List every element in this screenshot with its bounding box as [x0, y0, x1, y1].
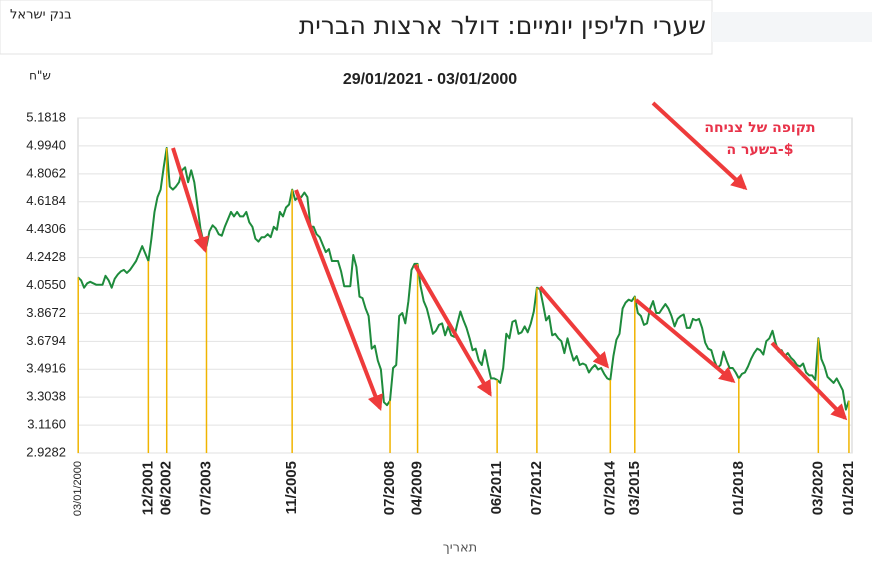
annotation: תקופה של צניחה: [704, 120, 815, 136]
x-tick-label: 07/2012: [528, 461, 545, 515]
x-tick-label: 11/2005: [283, 461, 300, 514]
decline-arrows: [171, 101, 848, 421]
arrow: [413, 263, 492, 397]
x-tick-label: 03/01/2000: [72, 461, 84, 516]
y-tick-label: 4.9940: [26, 137, 66, 152]
arrow: [171, 147, 209, 254]
y-tick-label: 4.2428: [26, 249, 66, 264]
header-box: [0, 0, 713, 55]
chart-title: שערי חליפין יומיים: דולר ארצות הברית: [299, 11, 706, 40]
x-tick-label: 07/2014: [601, 460, 618, 515]
x-tick-label: 01/2018: [730, 461, 747, 515]
y-axis-label: ש"ח: [29, 69, 51, 83]
y-tick-label: 2.9282: [26, 444, 66, 459]
x-tick-label: 03/2015: [626, 461, 643, 515]
y-tick-label: 3.4916: [26, 361, 66, 376]
x-tick-label: 07/2008: [381, 461, 398, 515]
y-tick-label: 3.3038: [26, 389, 66, 404]
x-tick-label: 06/2002: [158, 461, 175, 515]
x-tick-label: 12/2001: [139, 461, 156, 515]
x-tick-label: 06/2011: [488, 461, 505, 514]
header-side: [712, 12, 872, 42]
rate-line: [77, 147, 850, 411]
x-tick-label: 07/2003: [197, 461, 214, 515]
x-tick-label: 01/2021: [840, 461, 857, 515]
x-tick-label: 03/2020: [809, 461, 826, 515]
y-tick-label: 3.1160: [27, 417, 66, 432]
x-axis-label: תאריך: [443, 541, 477, 556]
y-tick-label: 5.1818: [26, 109, 66, 124]
arrow: [651, 101, 748, 191]
y-tick-label: 3.6794: [26, 333, 66, 348]
x-tick-label: 04/2009: [409, 461, 426, 515]
y-tick-label: 4.0550: [26, 277, 66, 292]
arrow: [634, 298, 736, 384]
y-tick-label: 4.6184: [26, 193, 66, 208]
y-tick-label: 4.4306: [26, 221, 66, 236]
source: בנק ישראל: [10, 8, 72, 23]
annotation: בשער ה-$: [727, 142, 794, 158]
y-tick-label: 3.8672: [26, 305, 66, 320]
y-tick-label: 4.8062: [26, 165, 66, 180]
arrow: [294, 189, 383, 411]
subtitle: 29/01/2021 - 03/01/2000: [343, 71, 517, 88]
arrow: [538, 285, 610, 369]
arrow: [770, 341, 848, 421]
